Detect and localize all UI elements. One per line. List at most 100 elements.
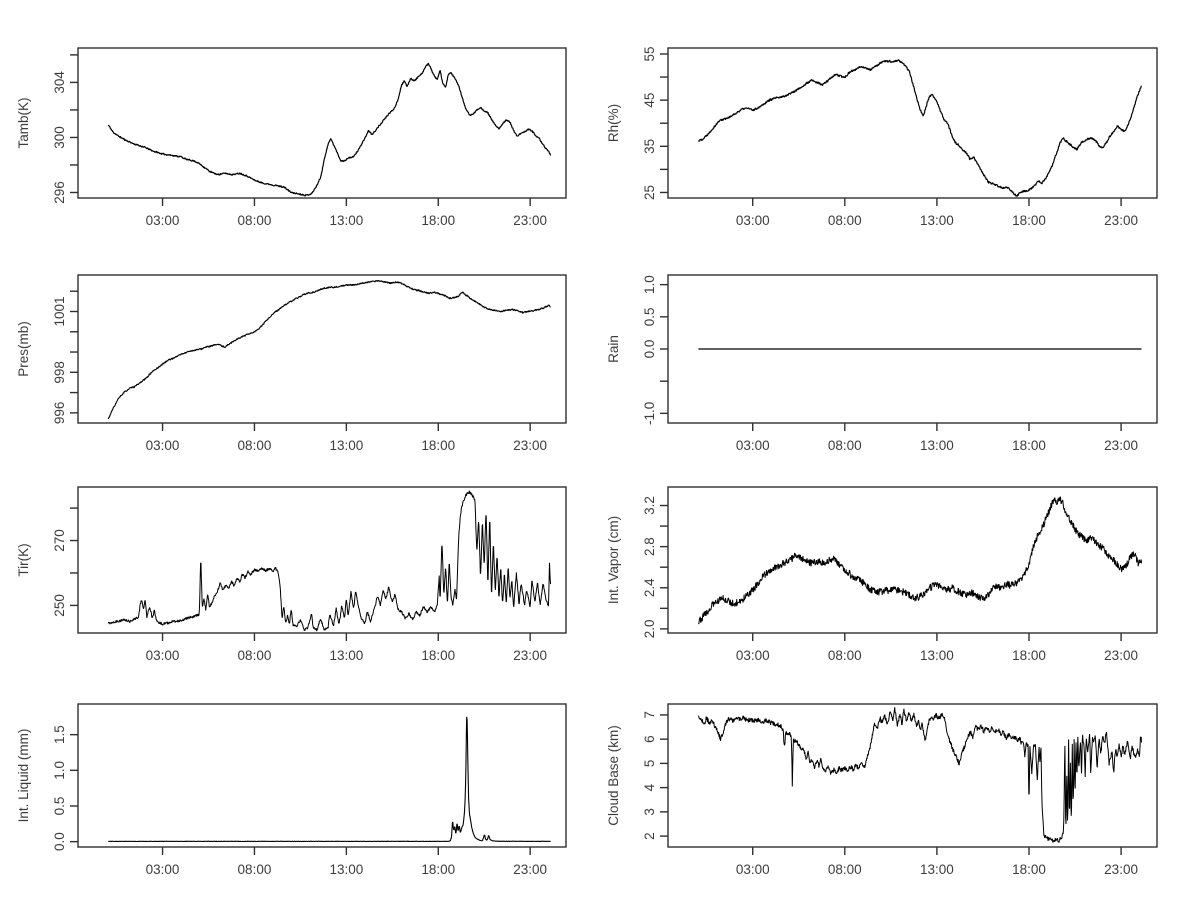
y-tick-label: 250 [52,594,67,617]
y-tick-label: 2.4 [642,578,657,597]
y-tick-label: 2.8 [642,537,657,556]
y-axis-title-liquid: Int. Liquid (mm) [16,729,31,823]
y-tick-label: 3.2 [642,496,657,515]
x-tick-label: 08:00 [828,438,862,453]
panel-tamb: 03:00 08:00 13:00 18:00 23:00 296 300 304 Tamb(K… [16,47,567,228]
plot-box-vapor [667,486,1158,634]
y-tick-label: 5 [642,760,657,768]
y-tick-label: -1.0 [642,402,657,425]
y-tick-label: 1.0 [52,761,67,780]
y-tick-label: 6 [642,735,657,743]
x-tick-label: 03:00 [736,648,770,663]
plot-box-tir [77,486,567,634]
x-tick-label: 13:00 [920,213,954,228]
panel-rain: 03:00 08:00 13:00 18:00 23:00 -1.0 0.0 0.5 1.0 Ra… [606,274,1158,453]
y-tick-label: 304 [52,71,67,94]
x-tick-label: 18:00 [1012,213,1046,228]
x-tick-label: 23:00 [1104,438,1138,453]
x-tick-label: 03:00 [146,648,180,663]
x-tick-label: 18:00 [421,648,455,663]
y-tick-label: 0.5 [52,797,67,816]
x-tick-label: 03:00 [736,213,770,228]
x-tick-label: 13:00 [329,438,363,453]
x-tick-label: 23:00 [513,648,547,663]
panel-pres: 03:00 08:00 13:00 18:00 23:00 996 998 1001 Pres(… [16,274,567,453]
panel-tir: 03:00 08:00 13:00 18:00 23:00 250 270 Tir(K) [16,486,567,663]
x-tick-label: 23:00 [513,213,547,228]
x-tick-label: 23:00 [1104,648,1138,663]
x-tick-label: 03:00 [736,438,770,453]
y-axis-title-rain: Rain [606,335,621,363]
x-tick-label: 18:00 [1012,438,1046,453]
x-tick-label: 18:00 [421,438,455,453]
y-tick-label: 0.5 [642,307,657,326]
y-axis-title-cloudbase: Cloud Base (km) [606,725,621,826]
series-vapor [697,496,1142,625]
y-tick-label: 7 [642,711,657,719]
x-tick-label: 23:00 [1104,862,1138,877]
x-tick-label: 18:00 [1012,862,1046,877]
plot-box-pres [77,274,567,424]
y-tick-label: 45 [642,93,657,108]
x-tick-label: 08:00 [828,213,862,228]
x-tick-label: 13:00 [920,862,954,877]
series-cloudbase [697,707,1142,843]
x-tick-label: 08:00 [828,648,862,663]
x-tick-label: 23:00 [513,438,547,453]
y-tick-label: 300 [52,126,67,149]
x-tick-label: 03:00 [146,438,180,453]
x-tick-label: 08:00 [828,862,862,877]
y-tick-label: 55 [642,46,657,61]
x-tick-label: 08:00 [238,862,272,877]
x-tick-label: 03:00 [146,862,180,877]
plot-box-rh [667,47,1158,199]
y-tick-label: 270 [52,529,67,552]
x-tick-label: 08:00 [238,438,272,453]
x-tick-label: 03:00 [146,213,180,228]
x-tick-label: 13:00 [329,862,363,877]
y-tick-label: 296 [52,181,67,204]
y-tick-label: 2.0 [642,619,657,638]
y-tick-label: 996 [52,402,67,425]
panel-liquid: 03:00 08:00 13:00 18:00 23:00 0.0 0.5 1.0 1.5 Int… [16,703,567,877]
x-tick-label: 18:00 [421,213,455,228]
x-tick-label: 18:00 [1012,648,1046,663]
series-rh [697,59,1142,197]
panel-rh: 03:00 08:00 13:00 18:00 23:00 25 35 45 55 Rh(%) [606,46,1158,228]
y-axis-title-tir: Tir(K) [16,543,31,576]
y-axis-title-vapor: Int. Vapor (cm) [606,516,621,604]
series-tir [107,490,552,632]
plot-box-cloudbase [667,703,1158,848]
series-pres [107,280,551,420]
y-tick-label: 1.5 [52,725,67,744]
y-tick-label: 0.0 [52,832,67,851]
y-tick-label: 1.0 [642,275,657,294]
y-tick-label: 25 [642,185,657,200]
y-axis-title-rh: Rh(%) [606,104,621,142]
x-tick-label: 13:00 [329,648,363,663]
y-axis-title-pres: Pres(mb) [16,321,31,377]
y-tick-label: 4 [642,783,657,791]
y-tick-label: 0.0 [642,340,657,359]
y-tick-label: 35 [642,139,657,154]
x-tick-label: 18:00 [421,862,455,877]
panel-cloudbase: 03:00 08:00 13:00 18:00 23:00 2 3 4 5 6 7 Cloud Bas… [606,703,1158,877]
x-tick-label: 13:00 [920,438,954,453]
x-tick-label: 23:00 [1104,213,1138,228]
plot-box-liquid [77,703,567,848]
y-axis-title-tamb: Tamb(K) [16,97,31,148]
series-liquid [108,716,551,843]
y-tick-label: 1001 [52,296,67,326]
y-tick-label: 2 [642,832,657,840]
x-tick-label: 08:00 [238,648,272,663]
x-tick-label: 03:00 [736,862,770,877]
y-tick-label: 3 [642,808,657,816]
x-tick-label: 13:00 [329,213,363,228]
x-tick-label: 08:00 [238,213,272,228]
series-tamb [107,62,552,197]
y-tick-label: 998 [52,361,67,384]
panel-vapor: 03:00 08:00 13:00 18:00 23:00 2.0 2.4 2.8 3.2 Int… [606,486,1158,663]
x-tick-label: 23:00 [513,862,547,877]
